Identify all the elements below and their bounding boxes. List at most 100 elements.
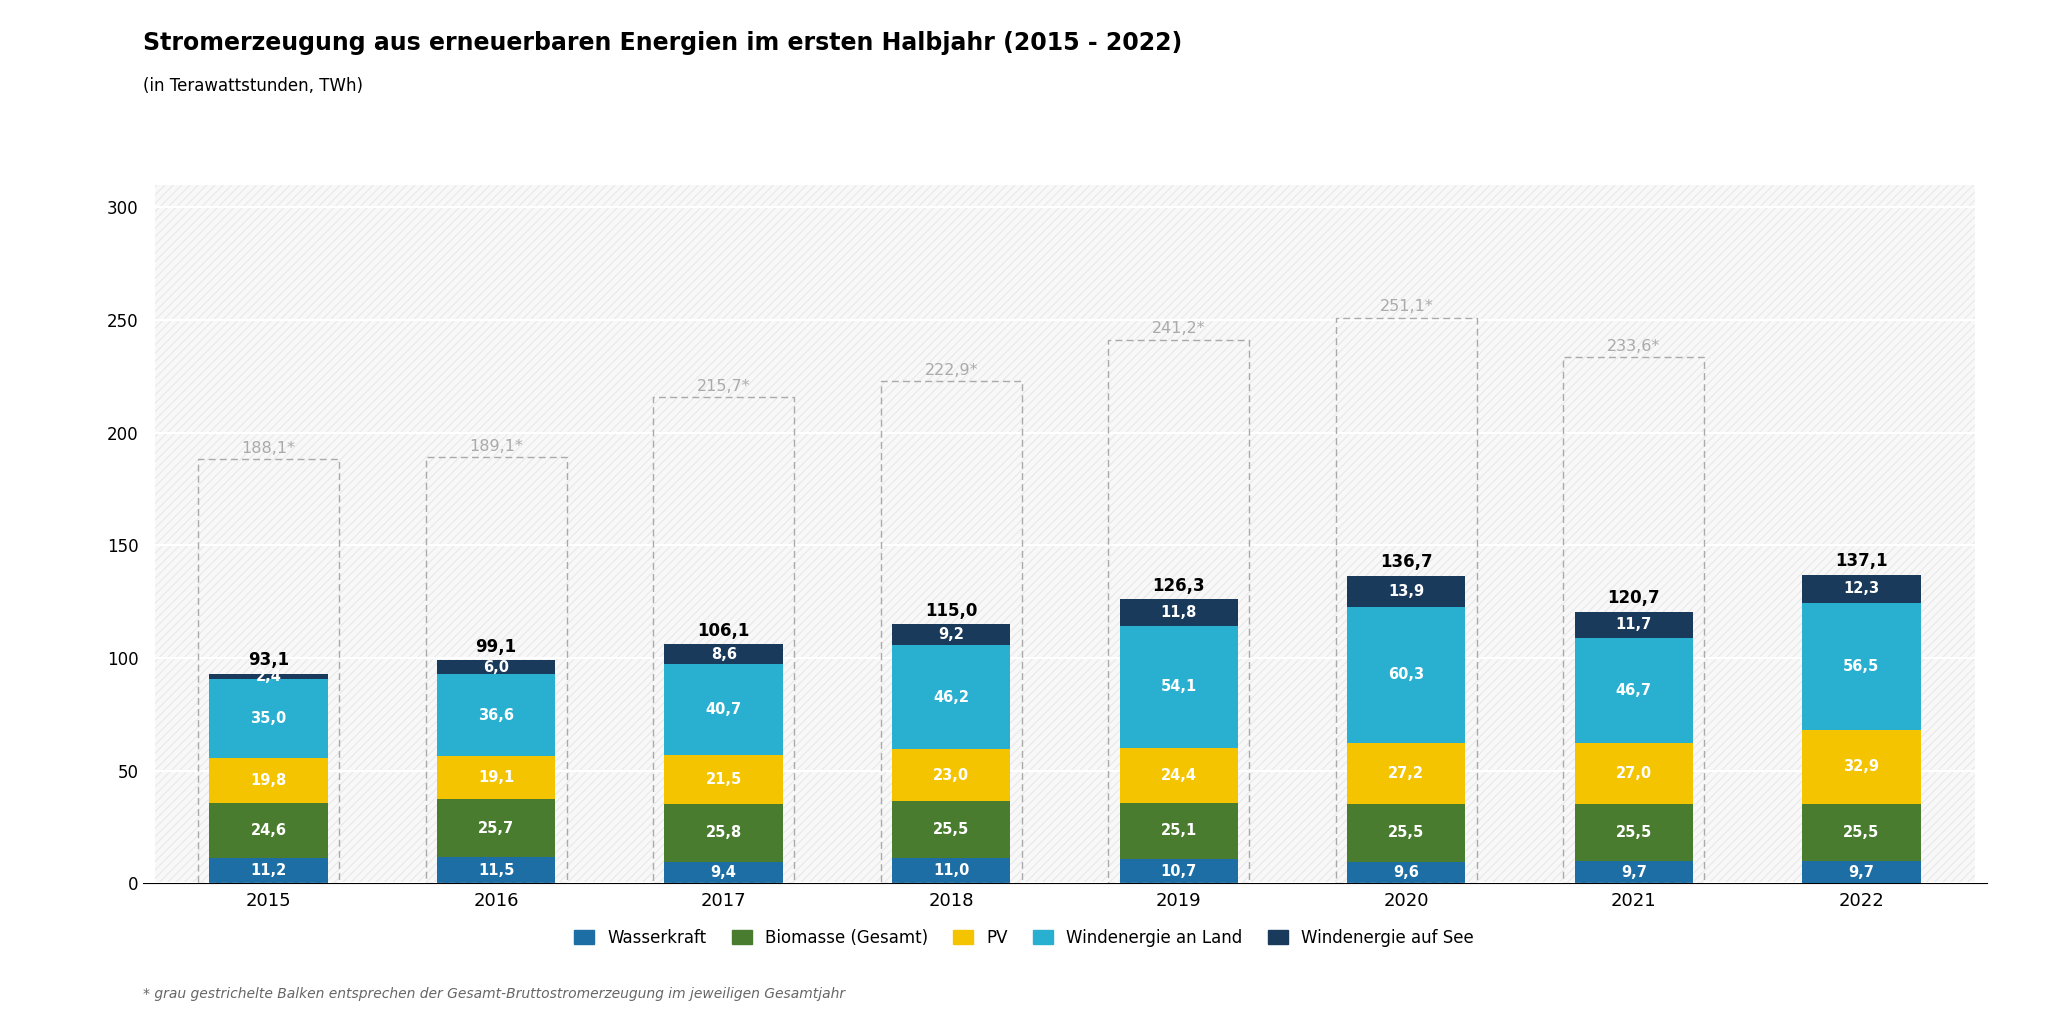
Text: 137,1: 137,1: [1835, 553, 1888, 570]
Bar: [1802, 603, 1921, 730]
Bar: [881, 381, 1022, 883]
Text: 19,8: 19,8: [250, 772, 287, 788]
Bar: [436, 858, 555, 883]
Bar: [1120, 599, 1237, 625]
Bar: [209, 758, 328, 802]
Bar: [664, 862, 782, 883]
Text: 32,9: 32,9: [1843, 759, 1880, 774]
Text: 8,6: 8,6: [711, 647, 737, 661]
Text: 25,8: 25,8: [705, 826, 741, 840]
Text: 9,6: 9,6: [1393, 865, 1419, 880]
Text: 136,7: 136,7: [1380, 554, 1434, 571]
Text: 54,1: 54,1: [1161, 679, 1196, 694]
Text: 215,7*: 215,7*: [696, 379, 750, 394]
Text: 25,5: 25,5: [934, 823, 969, 837]
Bar: [209, 679, 328, 758]
Bar: [209, 674, 328, 679]
Bar: [209, 802, 328, 858]
Text: 27,2: 27,2: [1389, 766, 1423, 781]
Text: 9,2: 9,2: [938, 627, 965, 642]
Bar: [1563, 357, 1704, 883]
Text: 24,4: 24,4: [1161, 767, 1196, 783]
Bar: [1575, 744, 1694, 804]
Bar: [1120, 625, 1237, 748]
Bar: [1575, 638, 1694, 744]
Text: 27,0: 27,0: [1616, 766, 1653, 781]
Bar: [1348, 862, 1466, 883]
Bar: [1802, 575, 1921, 603]
Bar: [664, 663, 782, 756]
Bar: [1802, 804, 1921, 862]
Text: 251,1*: 251,1*: [1380, 299, 1434, 314]
Bar: [893, 645, 1010, 749]
Text: 11,7: 11,7: [1616, 617, 1653, 633]
Bar: [436, 660, 555, 674]
Bar: [436, 757, 555, 799]
Text: 56,5: 56,5: [1843, 658, 1880, 674]
Text: Stromerzeugung aus erneuerbaren Energien im ersten Halbjahr (2015 - 2022): Stromerzeugung aus erneuerbaren Energien…: [143, 31, 1182, 54]
Bar: [1120, 802, 1237, 860]
Bar: [199, 459, 340, 883]
Bar: [1348, 743, 1466, 804]
Text: 36,6: 36,6: [477, 708, 514, 723]
Bar: [893, 749, 1010, 801]
Text: 46,2: 46,2: [934, 690, 969, 705]
Text: 40,7: 40,7: [707, 702, 741, 717]
Text: 25,5: 25,5: [1616, 825, 1653, 840]
Bar: [664, 804, 782, 862]
Bar: [664, 644, 782, 663]
Text: (in Terawattstunden, TWh): (in Terawattstunden, TWh): [143, 77, 362, 96]
Text: 11,5: 11,5: [477, 863, 514, 878]
Text: 46,7: 46,7: [1616, 683, 1653, 698]
Text: 12,3: 12,3: [1843, 581, 1880, 596]
Text: 120,7: 120,7: [1608, 589, 1661, 607]
Legend: Wasserkraft, Biomasse (Gesamt), PV, Windenergie an Land, Windenergie auf See: Wasserkraft, Biomasse (Gesamt), PV, Wind…: [573, 928, 1475, 947]
Bar: [1348, 576, 1466, 607]
Bar: [653, 397, 795, 883]
Text: 2,4: 2,4: [256, 669, 281, 684]
Text: 99,1: 99,1: [475, 638, 516, 656]
Text: 93,1: 93,1: [248, 651, 289, 670]
Bar: [436, 799, 555, 858]
Text: 188,1*: 188,1*: [242, 441, 295, 456]
Text: 11,8: 11,8: [1161, 605, 1196, 620]
Bar: [1120, 748, 1237, 802]
Text: 126,3: 126,3: [1153, 576, 1204, 595]
Text: 10,7: 10,7: [1161, 864, 1196, 879]
Text: * grau gestrichelte Balken entsprechen der Gesamt-Bruttostromerzeugung im jeweil: * grau gestrichelte Balken entsprechen d…: [143, 987, 846, 1001]
Text: 25,1: 25,1: [1161, 824, 1196, 838]
Text: 21,5: 21,5: [705, 772, 741, 788]
Bar: [1575, 611, 1694, 638]
Bar: [209, 858, 328, 883]
Text: 233,6*: 233,6*: [1608, 339, 1661, 353]
Text: 25,5: 25,5: [1843, 825, 1880, 840]
Bar: [1120, 860, 1237, 883]
Text: 25,7: 25,7: [477, 821, 514, 836]
Text: 9,7: 9,7: [1849, 865, 1874, 880]
Text: 11,0: 11,0: [934, 864, 969, 878]
Text: 35,0: 35,0: [250, 711, 287, 726]
Bar: [893, 624, 1010, 645]
Bar: [1335, 317, 1477, 883]
Text: 115,0: 115,0: [926, 602, 977, 620]
Text: 222,9*: 222,9*: [924, 363, 979, 378]
Bar: [1108, 340, 1249, 883]
Text: 25,5: 25,5: [1389, 826, 1425, 840]
Text: 189,1*: 189,1*: [469, 439, 522, 454]
Text: 23,0: 23,0: [934, 767, 969, 783]
Bar: [1348, 607, 1466, 743]
Text: 13,9: 13,9: [1389, 584, 1423, 599]
Text: 6,0: 6,0: [483, 659, 510, 675]
Text: 241,2*: 241,2*: [1151, 321, 1206, 337]
Bar: [1802, 730, 1921, 804]
Bar: [664, 756, 782, 804]
Bar: [893, 801, 1010, 859]
Text: 9,4: 9,4: [711, 865, 737, 880]
Text: 9,7: 9,7: [1620, 865, 1647, 880]
Text: 60,3: 60,3: [1389, 668, 1423, 683]
Text: 19,1: 19,1: [477, 770, 514, 786]
Bar: [436, 674, 555, 757]
Text: 106,1: 106,1: [698, 622, 750, 640]
Bar: [1575, 862, 1694, 883]
Bar: [1348, 804, 1466, 862]
